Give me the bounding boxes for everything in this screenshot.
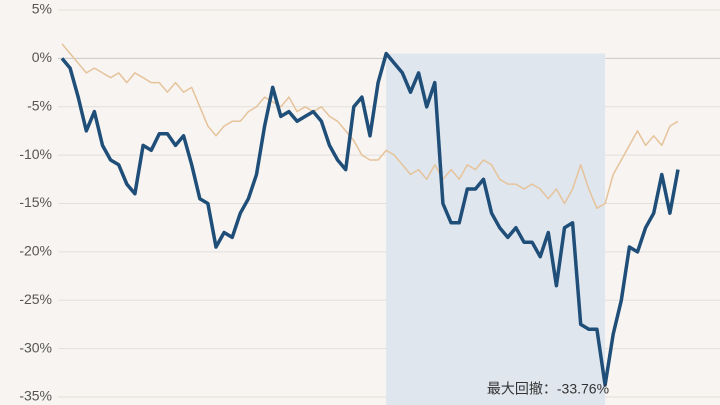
y-tick-label: -20% bbox=[19, 243, 52, 259]
y-tick-label: -35% bbox=[19, 388, 52, 404]
annotation: 最大回撤：-33.76% bbox=[487, 381, 609, 397]
y-tick-label: -25% bbox=[19, 291, 52, 307]
y-tick-label: -30% bbox=[19, 339, 52, 355]
drawdown-area bbox=[386, 53, 606, 405]
line bbox=[60, 51, 680, 387]
y-tick-label: -10% bbox=[19, 146, 52, 162]
y-tick-label: 0% bbox=[32, 49, 52, 65]
line bbox=[61, 43, 679, 210]
y-tick-label: -15% bbox=[19, 194, 52, 210]
y-tick-label: 5% bbox=[32, 1, 52, 17]
y-tick-label: -5% bbox=[27, 97, 52, 113]
